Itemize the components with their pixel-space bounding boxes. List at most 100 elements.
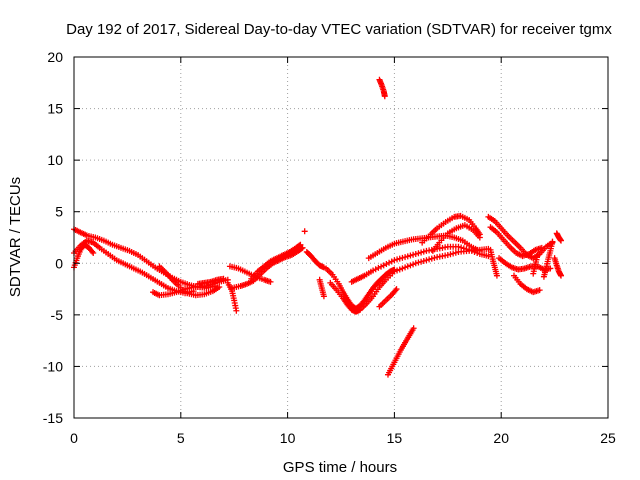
data-point (370, 267, 377, 274)
y-tick-label: -5 (51, 307, 64, 323)
data-point (407, 252, 414, 259)
plot-frame (73, 56, 609, 419)
data-point (558, 272, 565, 279)
data-point (418, 258, 425, 265)
data-point (447, 251, 454, 258)
x-tick-label: 20 (493, 430, 509, 446)
data-point (415, 259, 422, 266)
data-point (410, 251, 417, 258)
data-point (485, 253, 492, 260)
data-point (412, 251, 419, 258)
data-point (431, 254, 438, 261)
data-point (471, 248, 478, 255)
tick-layer (73, 56, 609, 419)
data-point (402, 254, 409, 261)
series-track-u (419, 212, 483, 246)
x-tick-label: 25 (600, 430, 616, 446)
data-point (450, 250, 457, 257)
data-point (410, 325, 417, 332)
data-point (536, 287, 543, 294)
data-point (402, 264, 409, 271)
data-point (452, 249, 459, 256)
y-tick-label: 10 (47, 152, 63, 168)
data-point (412, 260, 419, 267)
grid-layer (74, 57, 608, 418)
data-point (90, 249, 97, 256)
y-tick-label: 5 (55, 204, 63, 220)
data-point (444, 252, 451, 259)
series-track-f (194, 275, 227, 287)
series-track-r (376, 76, 388, 100)
series-track-z (496, 255, 554, 273)
data-point (297, 241, 304, 248)
data-point (534, 252, 541, 259)
series-track-m (316, 276, 327, 300)
data-marks (71, 76, 565, 378)
data-point (220, 275, 227, 282)
data-point (320, 293, 327, 300)
series-track-p (348, 243, 492, 285)
data-point (375, 264, 382, 271)
series-track-g (224, 279, 240, 314)
data-point (399, 265, 406, 272)
data-point (399, 254, 406, 261)
data-point (404, 263, 411, 270)
data-point (299, 244, 306, 251)
x-tick-labels: 0 5 10 15 20 25 (70, 430, 616, 446)
data-point (404, 253, 411, 260)
data-point (391, 257, 398, 264)
data-point (216, 284, 223, 291)
data-point (415, 250, 422, 257)
data-point (428, 255, 435, 262)
data-point (372, 266, 379, 273)
data-point (396, 255, 403, 262)
data-point (391, 268, 398, 275)
series-track-x (487, 224, 545, 260)
data-point (233, 307, 240, 314)
data-point (298, 245, 305, 252)
series-track-y (487, 246, 500, 279)
data-point (423, 257, 430, 264)
y-tick-label: 15 (47, 101, 63, 117)
chart-title: Day 192 of 2017, Sidereal Day-to-day VTE… (66, 21, 612, 38)
data-point (476, 247, 483, 254)
data-point (460, 245, 467, 252)
data-point (388, 258, 395, 265)
series-track-t (384, 325, 417, 378)
data-point (549, 238, 556, 245)
x-tick-label: 15 (387, 430, 403, 446)
data-point (426, 256, 433, 263)
data-point (493, 272, 500, 279)
series-track-s (376, 286, 400, 310)
data-point (538, 244, 545, 251)
series-track-ac (540, 238, 556, 280)
series-track-k (301, 228, 308, 235)
data-point (378, 263, 385, 270)
series-track-ab (530, 252, 541, 277)
x-tick-label: 0 (70, 430, 78, 446)
data-point (383, 261, 390, 268)
series-track-e (156, 263, 223, 299)
series-track-o (327, 245, 492, 315)
y-tick-label: -15 (43, 410, 63, 426)
data-point (386, 259, 393, 266)
data-point (455, 243, 462, 250)
data-point (393, 286, 400, 293)
series-track-l (303, 248, 327, 271)
y-tick-label: -10 (43, 358, 63, 374)
series-track-j (248, 241, 304, 282)
y-tick-label: 20 (47, 49, 63, 65)
data-point (418, 249, 425, 256)
x-tick-label: 5 (177, 430, 185, 446)
data-point (420, 248, 427, 255)
series-track-aa (511, 272, 543, 296)
data-point (476, 234, 483, 241)
data-point (380, 262, 387, 269)
series-track-ad (553, 230, 565, 244)
data-point (407, 262, 414, 269)
data-point (392, 287, 399, 294)
data-point (267, 278, 274, 285)
y-tick-labels: -15 -10 -5 0 5 10 15 20 (43, 49, 63, 426)
y-tick-label: 0 (55, 255, 63, 271)
